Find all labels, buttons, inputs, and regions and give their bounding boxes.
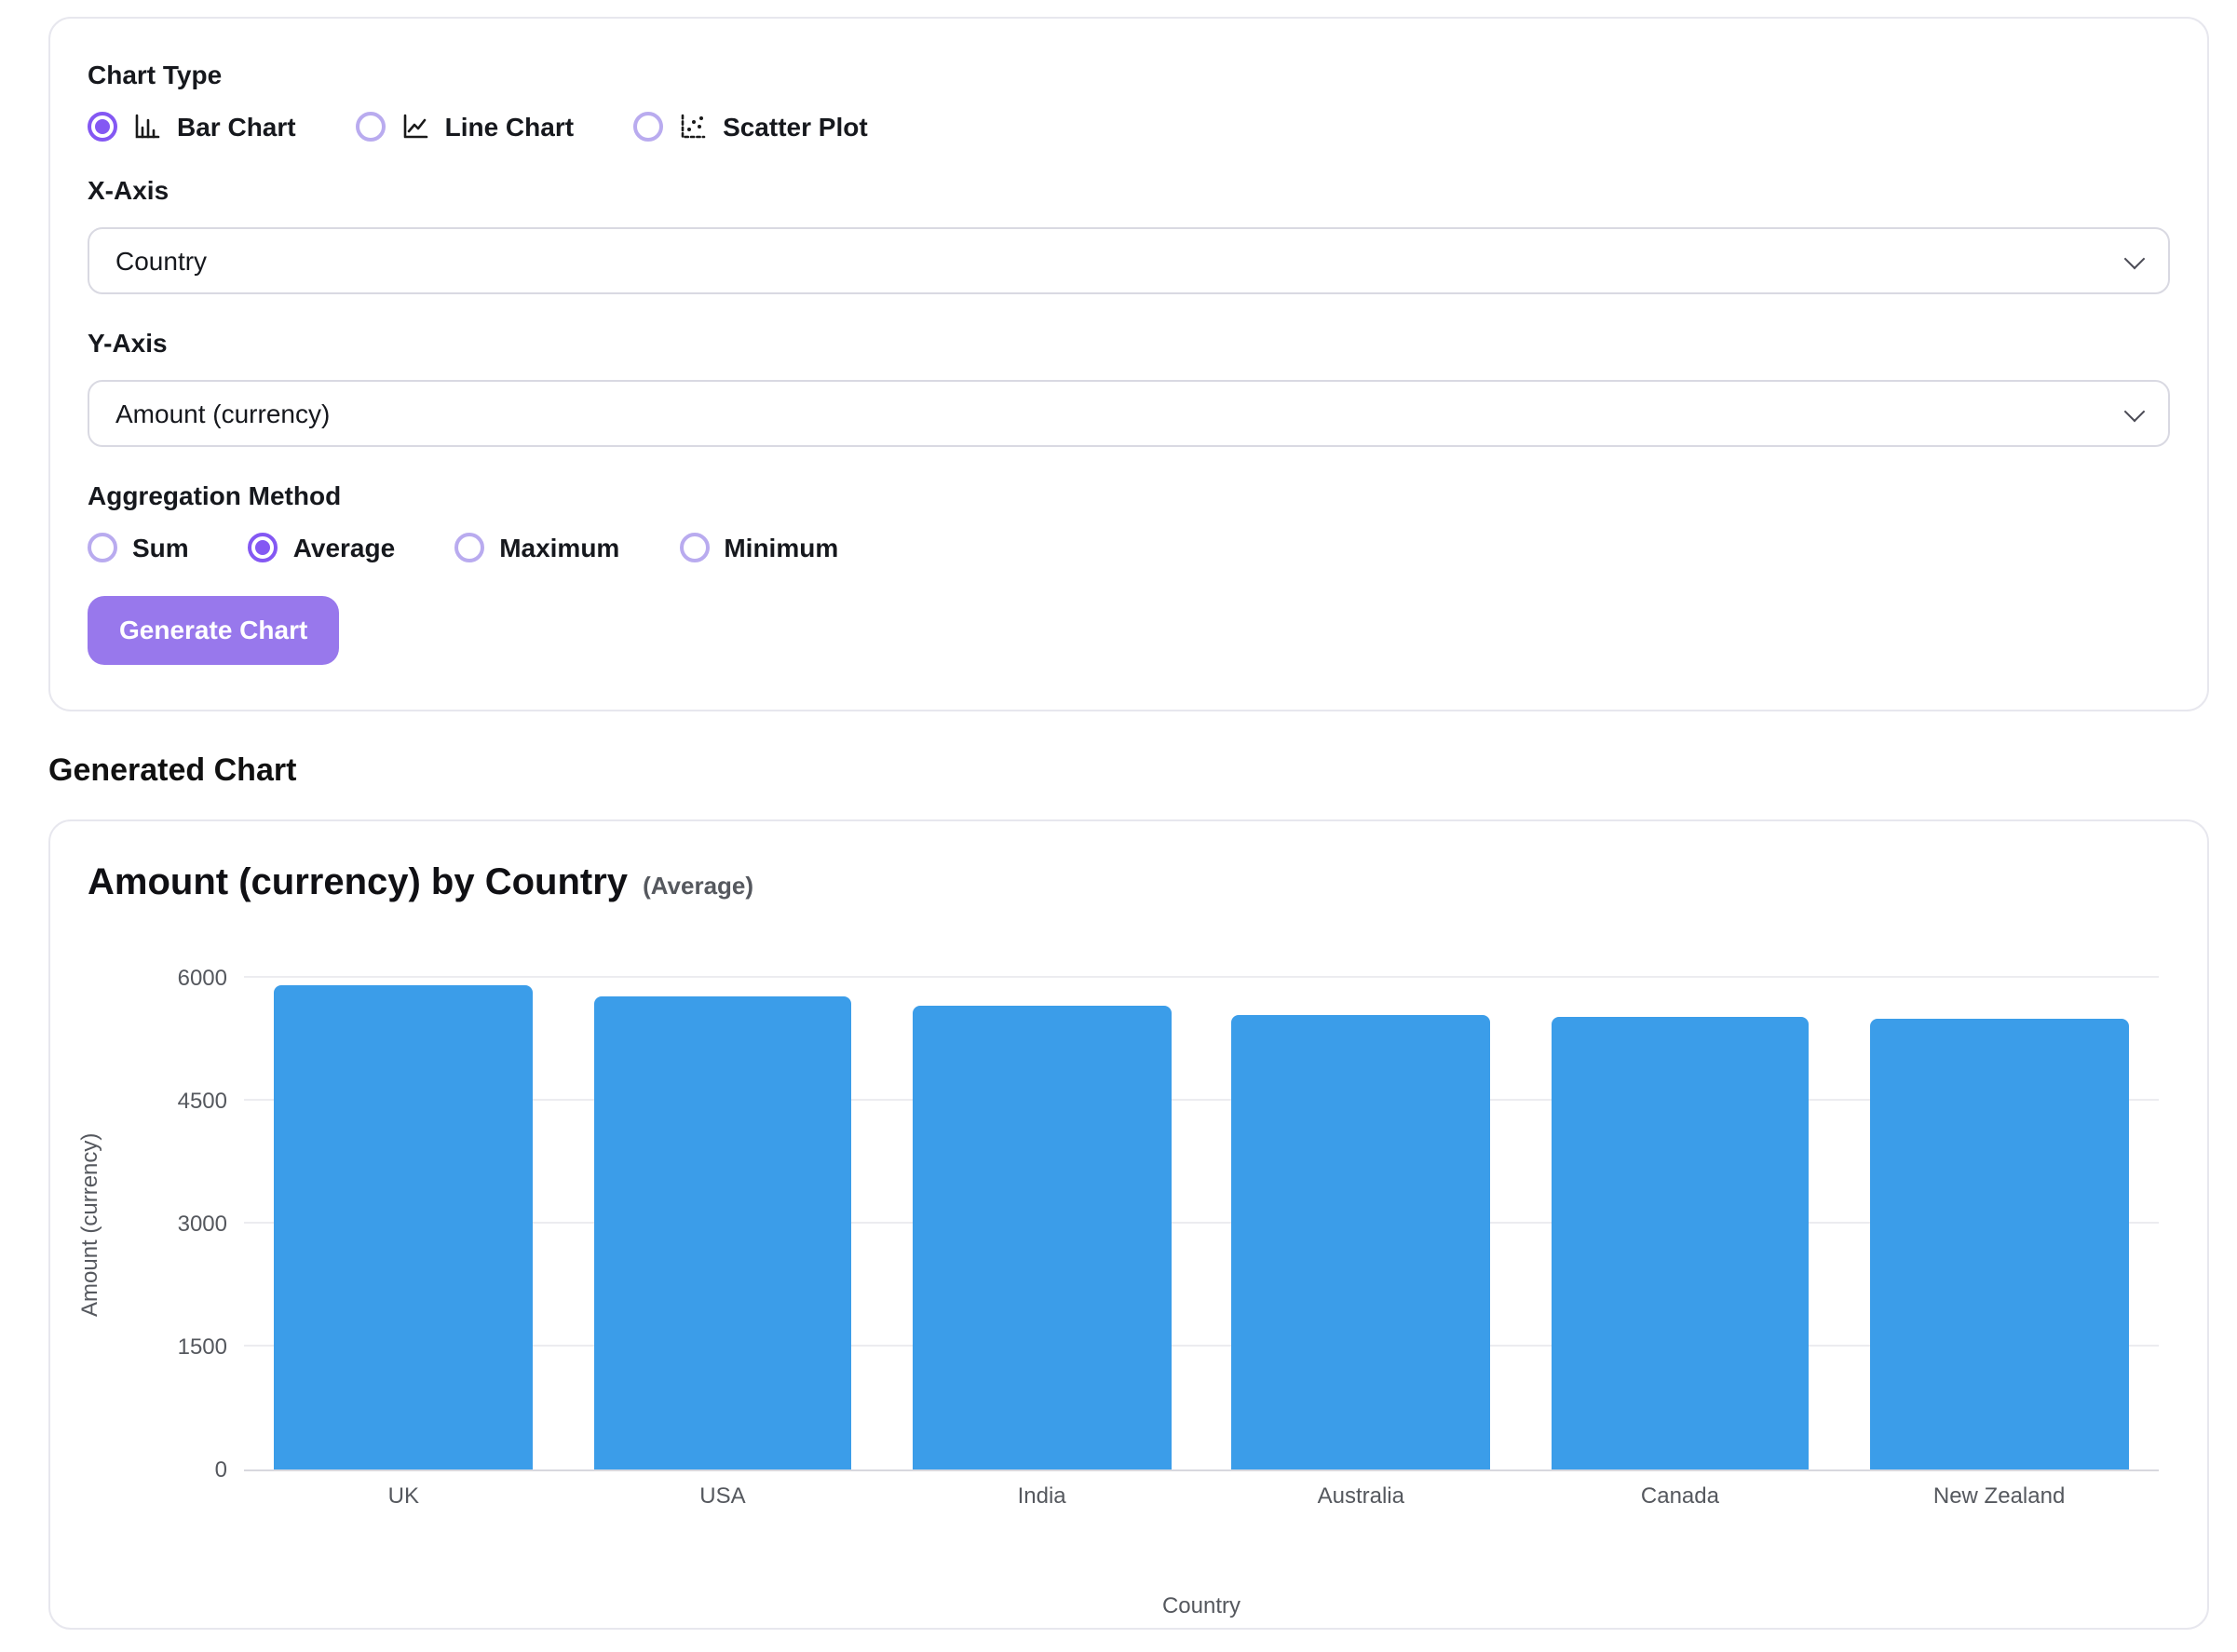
bar-new-zealand [1869, 1019, 2129, 1469]
radio-circle-maximum[interactable] [454, 533, 485, 562]
chevron-down-icon [2123, 247, 2146, 269]
bar-canada [1551, 1017, 1810, 1469]
x-axis-select[interactable]: Country [88, 227, 2170, 294]
gridline [244, 976, 2159, 978]
radio-label-line-chart: Line Chart [444, 112, 575, 142]
radio-option-sum[interactable]: Sum [88, 533, 189, 562]
chart-type-options: Bar Chart Line Chart [88, 112, 2170, 142]
chart-builder-panel: Chart Type Bar Chart Line Chart [48, 17, 2209, 711]
radio-option-scatter-plot[interactable]: Scatter Plot [633, 112, 868, 142]
x-category-label: Australia [1317, 1483, 1404, 1509]
generate-chart-button[interactable]: Generate Chart [88, 596, 340, 665]
chevron-down-icon [2123, 399, 2146, 422]
y-axis-selected-value: Amount (currency) [115, 399, 331, 428]
bar-uk [274, 985, 534, 1469]
radio-label-average: Average [292, 533, 396, 562]
radio-label-sum: Sum [132, 533, 189, 562]
y-tick-label: 3000 [177, 1211, 227, 1237]
aggregation-method-label: Aggregation Method [88, 481, 342, 510]
generated-chart-heading: Generated Chart [48, 752, 297, 788]
y-axis-select[interactable]: Amount (currency) [88, 380, 2170, 447]
radio-option-line-chart[interactable]: Line Chart [355, 112, 575, 142]
y-tick-label: 0 [214, 1456, 227, 1483]
generated-chart-card: Amount (currency) by Country (Average) A… [48, 819, 2209, 1630]
y-tick-label: 4500 [177, 1088, 227, 1114]
x-axis-selected-value: Country [115, 246, 208, 276]
bar-chart-icon [132, 112, 162, 142]
y-tick-label: 6000 [177, 965, 227, 991]
bar-usa [593, 995, 852, 1469]
x-category-label: USA [699, 1483, 746, 1509]
chart-title-row: Amount (currency) by Country (Average) [88, 862, 753, 905]
bar-slot [244, 978, 563, 1469]
y-axis-title: Amount (currency) [76, 1132, 102, 1317]
radio-label-scatter-plot: Scatter Plot [723, 112, 868, 142]
x-category-label: UK [387, 1483, 419, 1509]
bar-slot [563, 978, 883, 1469]
radio-option-minimum[interactable]: Minimum [679, 533, 838, 562]
y-tick-label: 1500 [177, 1334, 227, 1360]
gridline [244, 1099, 2159, 1101]
x-axis-label: X-Axis [88, 175, 169, 205]
gridline [244, 1222, 2159, 1224]
bar-slot [1521, 978, 1840, 1469]
x-category-labels: UK USA India Australia Canada New Zealand [244, 1483, 2159, 1509]
bars [244, 978, 2159, 1469]
radio-circle-bar-chart[interactable] [88, 112, 117, 142]
y-axis-label: Y-Axis [88, 328, 168, 358]
radio-label-maximum: Maximum [499, 533, 620, 562]
radio-option-maximum[interactable]: Maximum [454, 533, 619, 562]
x-category-label: Canada [1640, 1483, 1719, 1509]
chart-subtitle: (Average) [643, 872, 754, 900]
scatter-plot-icon [678, 112, 708, 142]
radio-circle-sum[interactable] [88, 533, 117, 562]
x-axis-title: Country [1161, 1592, 1241, 1618]
radio-circle-line-chart[interactable] [355, 112, 386, 142]
bar-slot [1839, 978, 2159, 1469]
radio-option-average[interactable]: Average [248, 533, 396, 562]
chart-type-label: Chart Type [88, 60, 223, 89]
plot-area: 0 1500 3000 4500 6000 [178, 965, 2159, 1483]
gridline [244, 1345, 2159, 1347]
x-category-label: India [1017, 1483, 1066, 1509]
bar-india [912, 1005, 1172, 1469]
radio-circle-average[interactable] [248, 533, 278, 562]
x-category-label: New Zealand [1932, 1483, 2066, 1509]
radio-option-bar-chart[interactable]: Bar Chart [88, 112, 296, 142]
line-chart-icon [400, 112, 430, 142]
radio-label-minimum: Minimum [724, 533, 839, 562]
radio-label-bar-chart: Bar Chart [177, 112, 296, 142]
radio-circle-minimum[interactable] [679, 533, 710, 562]
chart-title: Amount (currency) by Country [88, 862, 629, 903]
bar-slot [1201, 978, 1521, 1469]
radio-circle-scatter-plot[interactable] [633, 112, 664, 142]
bar-slot [882, 978, 1201, 1469]
bar-australia [1231, 1014, 1491, 1469]
aggregation-options: Sum Average Maximum Minimum [88, 533, 2170, 562]
